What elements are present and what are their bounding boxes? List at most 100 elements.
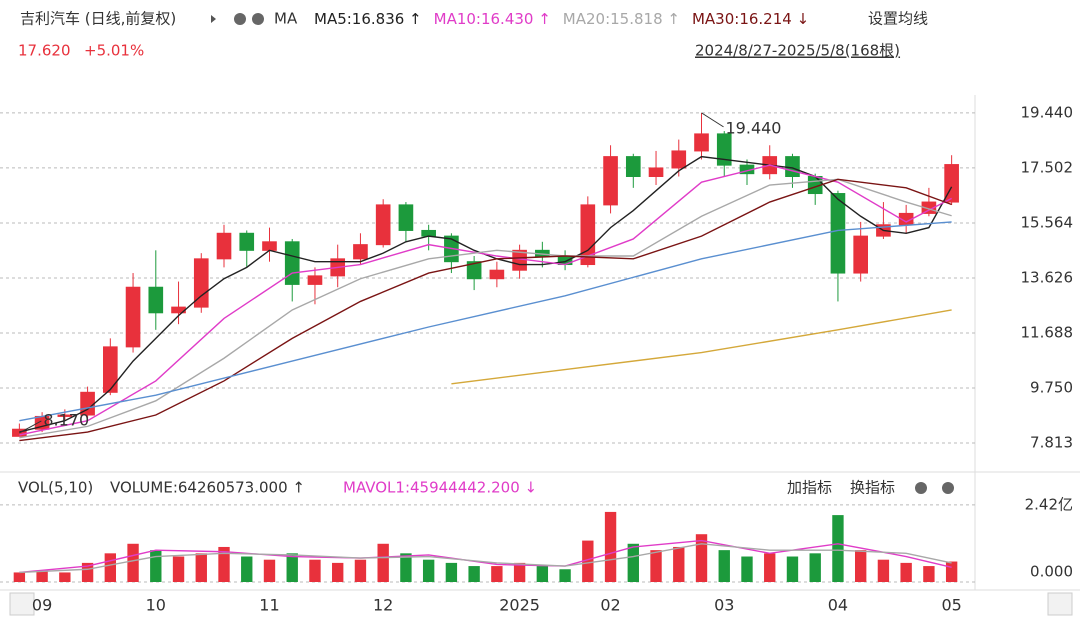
volume-bar bbox=[150, 550, 162, 582]
volume-bar bbox=[127, 543, 139, 582]
candle-body bbox=[694, 133, 709, 152]
price: 17.620 bbox=[18, 42, 71, 60]
candle-body bbox=[671, 150, 687, 169]
settings-icon[interactable] bbox=[234, 13, 246, 25]
candle-body bbox=[466, 261, 482, 280]
x-tick-label: 02 bbox=[600, 596, 620, 615]
volume-bar bbox=[809, 553, 821, 582]
candle-body bbox=[239, 232, 255, 251]
candle-body bbox=[648, 167, 664, 177]
volume-bar bbox=[468, 566, 480, 582]
candle-body bbox=[830, 193, 846, 274]
volume-bar bbox=[59, 572, 71, 582]
candle-body bbox=[216, 232, 232, 260]
y-tick-label: 2.42亿 bbox=[1025, 495, 1073, 513]
annotation-label: 8.170 bbox=[43, 410, 89, 429]
legend-entry: MA30:16.214 ↓ bbox=[692, 10, 809, 28]
candle-body bbox=[421, 229, 436, 237]
annotation-arrow bbox=[19, 420, 42, 434]
settings-icon[interactable] bbox=[915, 482, 927, 494]
ma-legend: MA5:16.836 ↑ MA10:16.430 ↑ MA20:15.818 ↑ MA… bbox=[314, 10, 809, 28]
volume-bar bbox=[786, 556, 799, 582]
y-tick-label: 19.440 bbox=[1021, 103, 1074, 121]
ma-line bbox=[19, 178, 952, 439]
x-tick-label: 11 bbox=[259, 596, 279, 615]
ma-line bbox=[19, 164, 952, 436]
volume-bar bbox=[718, 550, 730, 582]
candle-body bbox=[921, 201, 937, 214]
candle-body bbox=[716, 133, 732, 166]
legend-entry: MA10:16.430 ↑ bbox=[434, 10, 551, 28]
volume-bar bbox=[263, 559, 276, 582]
ma-line bbox=[19, 221, 952, 422]
volume-bar bbox=[445, 562, 458, 582]
volume-bar bbox=[422, 559, 435, 582]
candle-body bbox=[148, 286, 164, 314]
dropdown-icon[interactable] bbox=[211, 15, 216, 23]
volume-bar bbox=[81, 562, 94, 582]
ma-line bbox=[19, 178, 952, 442]
volume-bar bbox=[377, 543, 389, 582]
switch-indicator[interactable]: 换指标 bbox=[850, 479, 895, 497]
volume-bar bbox=[695, 534, 708, 582]
candle-body bbox=[353, 244, 368, 260]
candle-body bbox=[193, 258, 209, 308]
y-tick-label: 17.502 bbox=[1021, 158, 1074, 176]
volume-bar bbox=[400, 553, 412, 582]
volume-bar bbox=[604, 511, 617, 582]
volume-label: VOLUME:64260573.000 ↑ bbox=[110, 479, 305, 497]
close-icon[interactable] bbox=[942, 482, 954, 494]
candle-body bbox=[262, 241, 277, 251]
volume-bar bbox=[286, 553, 298, 582]
x-tick-label: 09 bbox=[32, 596, 52, 615]
volume-bar bbox=[764, 553, 776, 582]
x-tick-label: 12 bbox=[373, 596, 393, 615]
ma-label: MA bbox=[274, 10, 298, 28]
vol-title: VOL(5,10) bbox=[18, 479, 93, 497]
close-icon[interactable] bbox=[252, 13, 264, 25]
candle-body bbox=[489, 269, 505, 280]
volume-bar bbox=[559, 569, 571, 582]
candle-body bbox=[625, 156, 641, 177]
x-tick-label: 03 bbox=[714, 596, 734, 615]
candle-body bbox=[125, 286, 141, 348]
volume-bar bbox=[491, 566, 503, 582]
change: +5.01% bbox=[84, 42, 144, 60]
candle-body bbox=[57, 414, 73, 417]
y-tick-label: 7.813 bbox=[1030, 434, 1073, 452]
y-tick-label: 11.688 bbox=[1021, 324, 1074, 342]
volume-bar bbox=[627, 543, 639, 582]
volume-bar bbox=[332, 562, 344, 582]
candle-body bbox=[785, 156, 800, 177]
volume-bar bbox=[104, 553, 117, 582]
date-range: 2024/8/27-2025/5/8(168根) bbox=[695, 42, 900, 60]
ma-settings[interactable]: 设置均线 bbox=[868, 10, 928, 28]
x-tick-label: 10 bbox=[146, 596, 166, 615]
candle-body bbox=[398, 204, 414, 231]
candle-body bbox=[853, 235, 868, 274]
candle-body bbox=[580, 204, 596, 266]
volume-bar bbox=[36, 570, 48, 582]
volume-bar bbox=[923, 566, 935, 582]
stock-title: 吉利汽车 (日线,前复权) bbox=[20, 10, 176, 28]
x-tick-label: 04 bbox=[828, 596, 848, 615]
volume-bar bbox=[854, 550, 867, 582]
candle-body bbox=[375, 204, 391, 246]
scroll-right[interactable] bbox=[1047, 592, 1073, 616]
y-tick-label: 13.626 bbox=[1021, 268, 1074, 286]
volume-bar bbox=[218, 546, 230, 582]
candle-body bbox=[603, 156, 618, 206]
scroll-left[interactable] bbox=[9, 592, 35, 616]
mavol-line bbox=[19, 543, 952, 574]
volume-bar bbox=[354, 559, 367, 582]
volume-bar bbox=[900, 562, 912, 582]
candle-body bbox=[307, 275, 323, 285]
volume-bar bbox=[172, 556, 185, 582]
volume-bar bbox=[650, 550, 662, 582]
add-indicator[interactable]: 加指标 bbox=[787, 479, 832, 497]
volume-bar bbox=[13, 572, 26, 582]
volume-bar bbox=[877, 559, 890, 582]
volume-bar bbox=[741, 556, 753, 582]
